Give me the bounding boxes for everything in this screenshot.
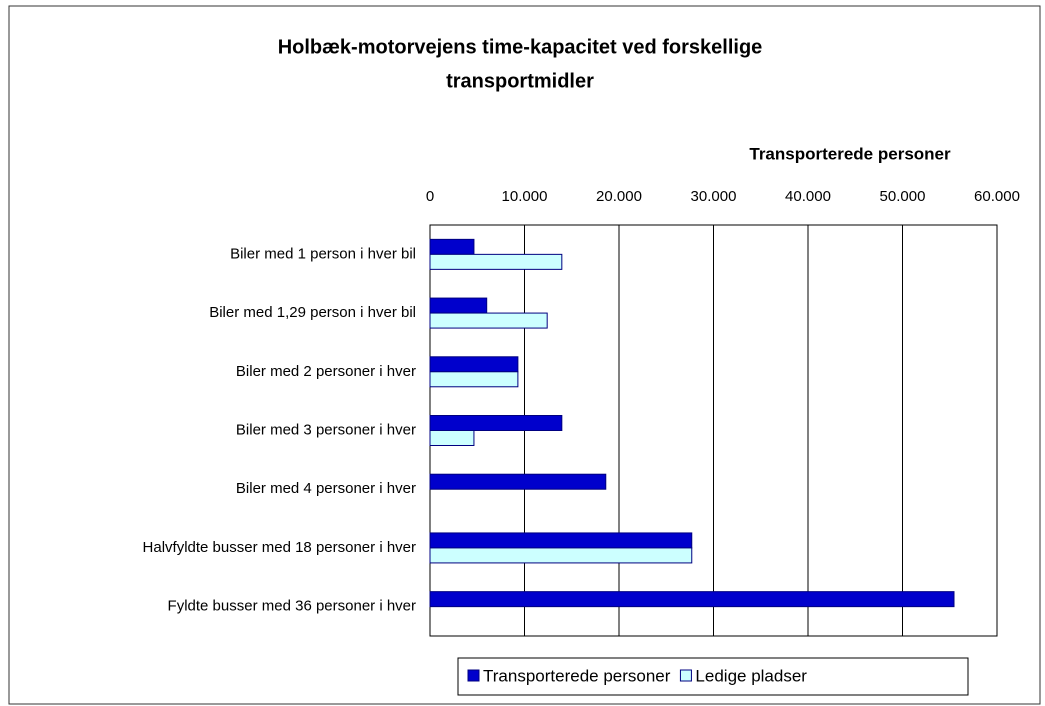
- x-tick-label: 60.000: [974, 188, 1020, 205]
- chart-title: transportmidler: [446, 70, 594, 92]
- x-tick-label: 50.000: [880, 188, 926, 205]
- bar: [429, 312, 548, 329]
- y-tick-label: Biler med 2 personer i hver: [236, 363, 416, 380]
- x-tick-label: 0: [426, 188, 434, 205]
- bar: [429, 253, 563, 270]
- legend-swatch: [679, 669, 692, 682]
- x-tick-label: 10.000: [502, 188, 548, 205]
- x-tick-label: 40.000: [785, 188, 831, 205]
- bar: [429, 430, 475, 446]
- y-tick-label: Fyldte busser med 36 personer i hver: [168, 598, 416, 615]
- x-tick-label: 30.000: [691, 188, 737, 205]
- bar: [429, 356, 519, 373]
- bar: [429, 591, 955, 608]
- chart-title: Holbæk-motorvejens time-kapacitet ved fo…: [278, 36, 763, 58]
- x-tick-label: 20.000: [596, 188, 642, 205]
- bar: [429, 532, 693, 549]
- y-tick-label: Halvfyldte busser med 18 personer i hver: [143, 539, 416, 556]
- bar: [429, 547, 693, 564]
- legend-box: [457, 657, 969, 696]
- y-tick-label: Biler med 4 personer i hver: [236, 480, 416, 497]
- y-tick-label: Biler med 3 personer i hver: [236, 421, 416, 438]
- bar: [429, 371, 519, 388]
- legend-label: Ledige pladser: [695, 666, 807, 685]
- bar: [429, 415, 563, 431]
- legend-swatch: [467, 669, 480, 682]
- legend-label: Transporterede personer: [483, 666, 671, 685]
- bar: [429, 473, 607, 490]
- axis-title: Transporterede personer: [749, 144, 951, 163]
- y-tick-label: Biler med 1,29 person i hver bil: [209, 304, 416, 321]
- bar: [429, 238, 475, 255]
- bar: [429, 297, 488, 314]
- y-tick-label: Biler med 1 person i hver bil: [230, 245, 416, 262]
